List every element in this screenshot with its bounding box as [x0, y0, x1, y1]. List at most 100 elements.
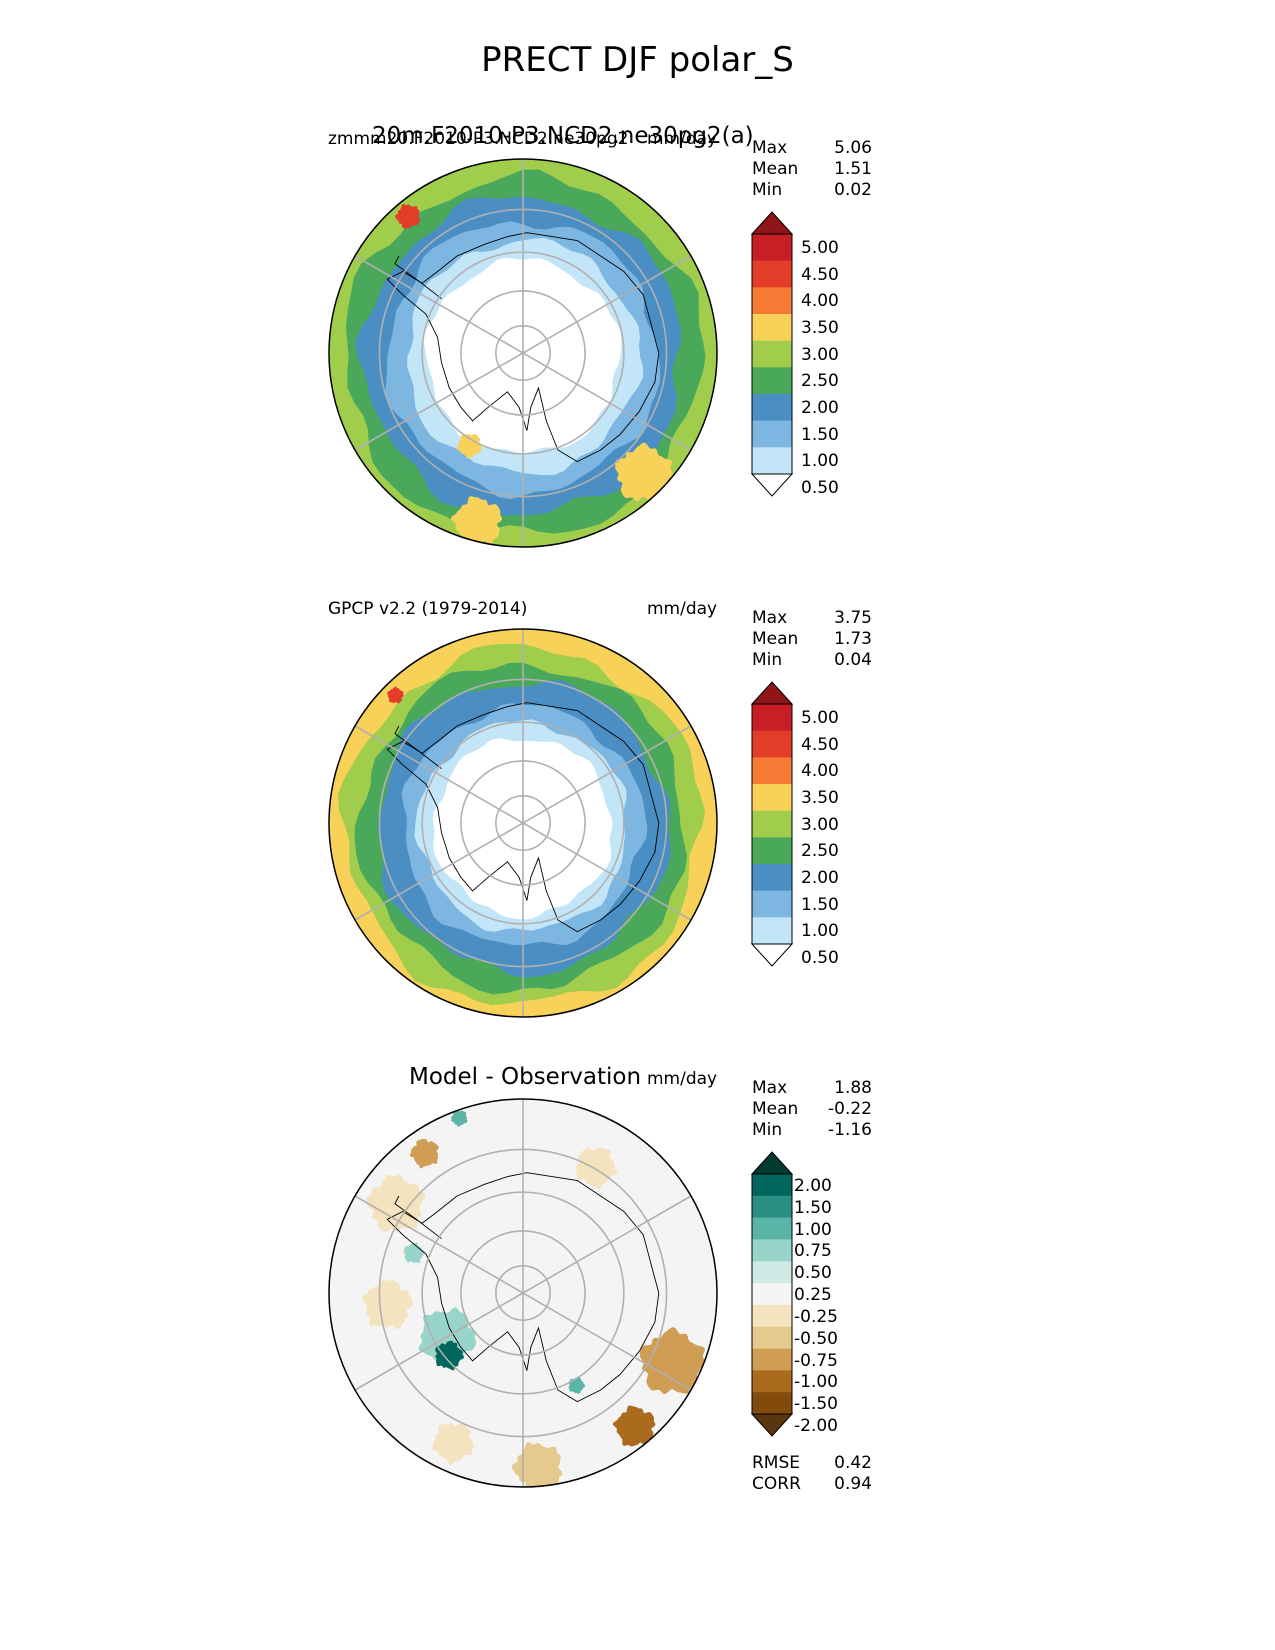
meridian-line: [354, 1305, 500, 1391]
panel3-min-label: Min: [752, 1120, 783, 1140]
panel3-min-value: -1.16: [828, 1120, 872, 1140]
meridian-inner: [499, 338, 524, 354]
colorbar-segment: [752, 234, 792, 262]
panel3-corr-label: CORR: [752, 1474, 801, 1494]
panel3-mean-label: Mean: [752, 1099, 799, 1119]
colorbar-segment: [752, 1174, 792, 1197]
colorbar-segment: [752, 447, 792, 475]
colorbar-tick-label: 1.50: [801, 894, 839, 915]
colorbar-tick-label: 4.00: [801, 761, 839, 782]
colorbar-segment: [752, 314, 792, 342]
panel1-max-value: 5.06: [834, 138, 872, 158]
panel2-min-value: 0.04: [834, 650, 872, 670]
contour-blob: [450, 1109, 468, 1127]
meridian-line: [546, 1195, 692, 1281]
contour-blob: [365, 1174, 426, 1233]
colorbar-segment: [752, 784, 792, 812]
map-border: [328, 1098, 718, 1488]
meridian-line: [354, 1195, 500, 1281]
panel3-polar-map: [328, 1098, 718, 1488]
meridian-line: [546, 1305, 692, 1391]
meridian-inner: [499, 808, 524, 824]
colorbar-tick-label: 2.00: [801, 868, 839, 888]
map-border: [328, 158, 718, 548]
colorbar-outline: [751, 1173, 793, 1415]
contour-blob: [409, 1138, 439, 1169]
colorbar-segment: [752, 420, 792, 448]
colorbar-extend-min: [750, 473, 794, 497]
colorbar-tick-label: -0.50: [794, 1328, 838, 1349]
meridian-inner: [522, 1278, 547, 1294]
colorbar-tick-label: 1.50: [801, 424, 839, 445]
panel1-title-overlap: 20m.F2010-P3.NCD2.ne30pg2(a): [372, 123, 754, 149]
colorbar-tick-label: 3.50: [801, 788, 839, 808]
panel2-max-value: 3.75: [834, 608, 872, 628]
colorbar-segment: [752, 1283, 792, 1306]
panel2-mean-label: Mean: [752, 629, 799, 649]
panel3-units: mm/day: [647, 1069, 718, 1089]
panel3-colorbar: [750, 1151, 794, 1437]
meridian-line: [546, 365, 692, 451]
panel2-units: mm/day: [647, 599, 718, 619]
panel2-polar-map: [328, 628, 718, 1018]
panel3-colorbar-ticks: 2.00 1.50 1.00 0.75 0.50 0.25 -0.25 -0.50 -0.75-…: [794, 1176, 864, 1436]
panel3-rmse-value: 0.42: [834, 1453, 872, 1473]
colorbar-segment: [752, 1304, 792, 1328]
meridian-inner: [522, 822, 547, 838]
colorbar-outline: [751, 233, 793, 475]
colorbar-segment: [752, 1392, 792, 1415]
panel1-colorbar-ticks: 5.00 4.50 4.00 3.50 3.00 2.50 2.00 1.50 1.00 0.50: [801, 236, 861, 498]
contour-blob: [403, 1242, 425, 1263]
panel3-max-value: 1.88: [834, 1078, 872, 1098]
colorbar-segment: [752, 287, 792, 315]
colorbar-extend-max: [750, 1151, 794, 1175]
colorbar-tick-label: 2.50: [801, 371, 839, 392]
colorbar-tick-label: 3.50: [801, 318, 839, 338]
colorbar-segment: [752, 367, 792, 395]
panel1-max-label: Max: [752, 138, 788, 158]
colorbar-tick-label: 1.50: [794, 1197, 832, 1218]
meridian-line: [546, 255, 692, 341]
colorbar-tick-label: -0.75: [794, 1350, 838, 1371]
colorbar-tick-label: 4.50: [801, 734, 839, 755]
colorbar-tick-label: 2.50: [801, 841, 839, 862]
colorbar-segment: [752, 917, 792, 945]
colorbar-segment: [752, 1326, 792, 1350]
colorbar-tick-label: -1.50: [794, 1394, 838, 1415]
colorbar-extend-max: [750, 681, 794, 705]
colorbar-segment: [752, 260, 792, 288]
meridian-inner: [499, 822, 524, 838]
colorbar-segment: [752, 837, 792, 865]
colorbar-tick-label: 3.00: [801, 814, 839, 835]
contour-blob: [387, 686, 404, 704]
meridian-line: [354, 835, 500, 921]
meridian-inner: [522, 808, 547, 824]
colorbar-tick-label: -0.25: [794, 1306, 838, 1327]
meridian-inner: [499, 1292, 524, 1308]
panel3-corr-value: 0.94: [834, 1474, 872, 1494]
panel1-title-left: zmmm20.F2010-P3.NCD2.ne30pg2: [328, 129, 629, 149]
colorbar-tick-label: 2.00: [801, 398, 839, 418]
meridian-line: [354, 725, 500, 811]
panel1-polar-map: [328, 158, 718, 548]
colorbar-tick-label: 3.00: [801, 344, 839, 365]
colorbar-segment: [752, 1195, 792, 1219]
colorbar-segment: [752, 757, 792, 785]
colorbar-segment: [752, 1261, 792, 1284]
colorbar-segment: [752, 704, 792, 732]
colorbar-tick-label: 0.25: [794, 1285, 832, 1306]
colorbar-tick-label: -1.00: [794, 1372, 838, 1393]
colorbar-tick-label: -2.00: [794, 1416, 838, 1436]
meridian-inner: [499, 1278, 524, 1294]
panel2-max-label: Max: [752, 608, 788, 628]
panel3-title-center: Model - Observation: [409, 1064, 642, 1090]
contour-blob: [435, 1340, 464, 1371]
colorbar-tick-label: 5.00: [801, 238, 839, 258]
colorbar-segment: [752, 1239, 792, 1262]
contour-blob: [615, 442, 673, 502]
figure-title: PRECT DJF polar_S: [481, 40, 794, 80]
meridian-line: [354, 255, 500, 341]
panel1-mean-label: Mean: [752, 159, 799, 179]
contour-blob: [456, 433, 482, 459]
colorbar-outline: [751, 703, 793, 945]
